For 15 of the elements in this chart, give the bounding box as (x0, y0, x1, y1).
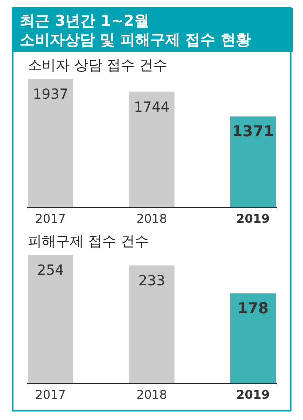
x-tick-label: 2018 (136, 212, 168, 226)
data-label: 1371 (232, 122, 274, 141)
data-label: 1937 (32, 87, 69, 103)
data-label: 178 (238, 300, 269, 318)
chart-title: 최근 3년간 1~2월 소비자상담 및 피해구제 접수 현황 (20, 12, 251, 49)
x-tick-label: 2017 (36, 388, 66, 402)
x-tick-label: 2017 (36, 212, 66, 226)
x-tick-label: 2019 (236, 212, 270, 226)
data-label: 254 (37, 263, 64, 279)
chart-subtitle: 피해구제 접수 건수 (28, 234, 149, 250)
chart-subtitle: 소비자 상담 접수 건수 (28, 58, 168, 74)
data-label: 233 (138, 274, 166, 290)
x-tick-label: 2018 (136, 388, 168, 402)
data-label: 1744 (134, 100, 170, 116)
x-tick-label: 2019 (236, 388, 270, 402)
